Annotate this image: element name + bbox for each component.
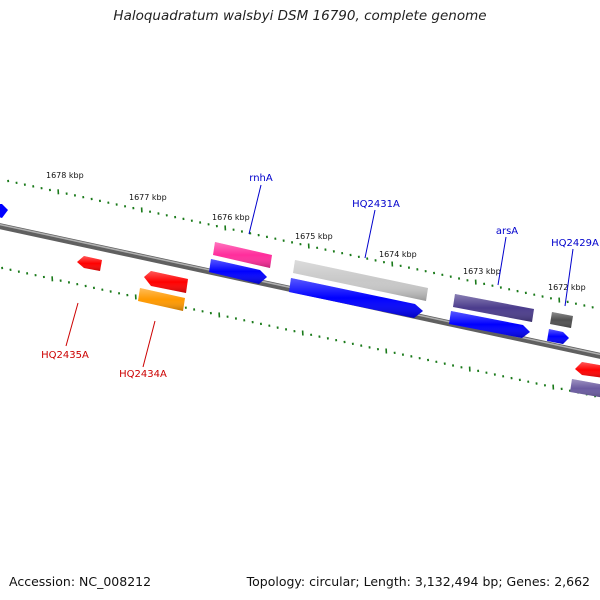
feature-cds-HQ2431A-shade	[289, 278, 423, 318]
gene-label-rnhA[interactable]: rnhA	[249, 173, 273, 184]
feature-gene-edge-right-purple-shade	[570, 379, 600, 398]
leader-HQ2431A	[364, 209, 376, 259]
ruler-labels: 1678 kbp 1677 kbp 1676 kbp 1675 kbp 1674…	[46, 171, 586, 292]
feature-cds-HQ2429A-shade	[547, 329, 569, 344]
feature-cds-edge-left[interactable]	[0, 204, 8, 218]
feature-cds-HQ2435A-shade	[77, 256, 102, 271]
gene-labels: rnhA HQ2431A arsA HQ2429A HQ2435A HQ2434…	[41, 173, 599, 380]
feature-gene-rnhA-shade	[213, 242, 272, 268]
ruler-label-1673: 1673 kbp	[463, 267, 501, 276]
feature-gene-HQ2434A-shade	[138, 288, 185, 311]
gene-label-HQ2434A[interactable]: HQ2434A	[119, 369, 167, 380]
leader-arsA	[497, 236, 507, 286]
gene-features	[0, 204, 600, 398]
ruler-label-1676: 1676 kbp	[212, 213, 250, 222]
feature-cds-edge-right-red-shade	[575, 362, 600, 378]
ruler-label-1675: 1675 kbp	[295, 232, 333, 241]
leader-HQ2429A	[564, 248, 574, 307]
leader-HQ2434A	[142, 320, 156, 368]
leader-rnhA	[248, 184, 262, 235]
feature-gene-HQ2431A-shade	[293, 260, 428, 301]
leader-HQ2435A	[65, 302, 79, 347]
ruler-label-1672: 1672 kbp	[548, 283, 586, 292]
gene-label-HQ2431A[interactable]: HQ2431A	[352, 199, 400, 210]
feature-gene-HQ2429A-shade	[550, 312, 573, 328]
ruler-ticks-inner	[1, 266, 597, 398]
feature-gene-arsA-shade	[453, 294, 534, 322]
label-leader-lines	[65, 184, 574, 368]
ruler-label-1677: 1677 kbp	[129, 193, 167, 202]
gene-label-HQ2435A[interactable]: HQ2435A	[41, 350, 89, 361]
map-title: Haloquadratum walsbyi DSM 16790, complet…	[113, 8, 487, 24]
gene-label-HQ2429A[interactable]: HQ2429A	[551, 238, 599, 249]
accession-text: Accession: NC_008212	[9, 574, 152, 589]
feature-cds-rnhA-shade	[209, 259, 267, 284]
feature-cds-HQ2434A-shade	[144, 271, 188, 293]
gene-label-arsA[interactable]: arsA	[496, 226, 518, 237]
genome-summary-text: Topology: circular; Length: 3,132,494 bp…	[246, 574, 590, 589]
ruler-label-1678: 1678 kbp	[46, 171, 84, 180]
feature-cds-arsA-shade	[449, 311, 530, 338]
ruler-label-1674: 1674 kbp	[379, 250, 417, 259]
ruler-ticks-outer	[7, 179, 594, 309]
